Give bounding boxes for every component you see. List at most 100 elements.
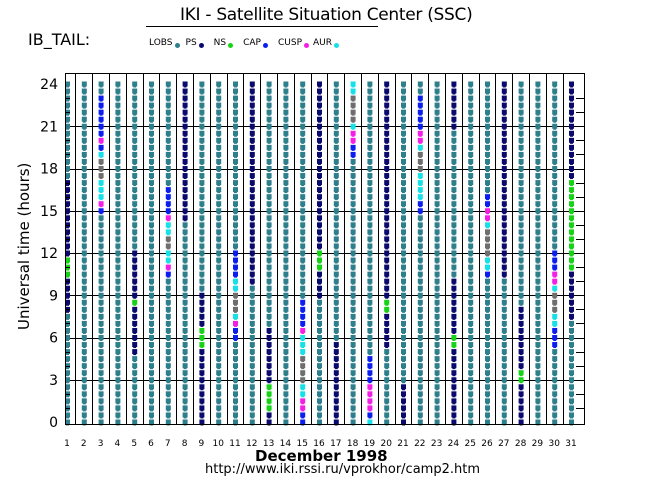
region-mark-lobs — [217, 184, 221, 187]
region-mark-lobs — [81, 229, 87, 235]
region-mark-lobs — [150, 268, 153, 271]
region-mark-lobs — [166, 388, 170, 391]
region-mark-lobs — [81, 130, 87, 136]
region-mark-gray — [418, 162, 422, 165]
region-mark-ps — [451, 363, 457, 369]
region-mark-lobs — [384, 391, 390, 397]
region-mark-lobs — [132, 384, 138, 390]
x-tick-label: 3 — [98, 439, 104, 449]
region-mark-lobs — [81, 123, 87, 129]
region-mark-lobs — [301, 134, 305, 137]
region-mark-lobs — [65, 116, 70, 122]
region-mark-lobs — [535, 257, 541, 263]
region-mark-lobs — [183, 261, 187, 264]
region-mark-lobs — [133, 127, 137, 130]
region-mark-lobs — [283, 320, 289, 326]
region-mark-lobs — [402, 324, 405, 327]
region-mark-lobs — [183, 303, 187, 306]
region-mark-lobs — [301, 120, 305, 123]
region-mark-lobs — [435, 254, 439, 257]
region-mark-ps — [518, 384, 524, 390]
region-mark-lobs — [301, 240, 305, 243]
region-mark-lobs — [368, 261, 372, 264]
region-mark-lobs — [553, 191, 557, 194]
region-mark-ps — [249, 278, 255, 284]
region-mark-cap — [368, 367, 372, 370]
region-mark-lobs — [501, 370, 507, 376]
region-mark-lobs — [165, 144, 171, 150]
region-mark-ps — [317, 173, 322, 179]
region-mark-lobs — [452, 191, 456, 194]
region-mark-lobs — [350, 180, 356, 186]
region-mark-lobs — [485, 144, 490, 150]
region-mark-lobs — [99, 282, 103, 285]
region-mark-ps — [569, 95, 574, 101]
region-mark-lobs — [267, 226, 271, 229]
region-mark-ps — [183, 120, 187, 123]
region-mark-lobs — [367, 166, 373, 171]
region-mark-lobs — [115, 187, 121, 193]
region-mark-lobs — [199, 264, 205, 270]
region-mark-lobs — [149, 327, 154, 333]
region-mark-ps — [182, 116, 188, 122]
region-mark-ps — [451, 313, 457, 319]
region-mark-lobs — [217, 317, 221, 320]
region-mark-gray — [486, 240, 489, 243]
region-mark-lobs — [402, 289, 405, 292]
region-mark-ps — [502, 106, 506, 109]
region-mark-ps — [385, 233, 389, 236]
region-mark-lobs — [182, 384, 188, 390]
region-mark-ps — [384, 166, 390, 171]
region-mark-ns — [570, 268, 573, 271]
region-mark-lobs — [434, 208, 440, 214]
region-mark-ps — [318, 170, 321, 172]
region-mark-lobs — [217, 367, 221, 370]
region-mark-lobs — [217, 360, 221, 363]
region-mark-ns — [518, 370, 524, 376]
region-mark-lobs — [384, 419, 390, 425]
region-mark-lobs — [284, 353, 288, 356]
region-mark-ps — [501, 180, 507, 186]
region-mark-lobs — [434, 236, 440, 242]
region-mark-lobs — [368, 184, 372, 187]
region-mark-lobs — [518, 208, 524, 214]
region-mark-ps — [451, 95, 457, 101]
region-mark-lobs — [266, 243, 272, 249]
region-mark-lobs — [82, 254, 86, 257]
region-mark-lobs — [402, 127, 405, 130]
region-mark-aur — [301, 346, 305, 349]
region-mark-cap — [418, 127, 422, 130]
x-tick-label: 29 — [532, 439, 544, 449]
region-mark-lobs — [66, 381, 69, 384]
region-mark-lobs — [333, 158, 339, 164]
region-mark-lobs — [452, 275, 456, 278]
region-mark-ps — [250, 191, 254, 194]
region-mark-lobs — [150, 296, 153, 299]
region-mark-lobs — [334, 219, 338, 222]
region-mark-aur — [350, 88, 356, 94]
region-mark-lobs — [250, 353, 254, 356]
region-mark-lobs — [417, 398, 423, 404]
region-mark-lobs — [133, 148, 137, 151]
region-mark-lobs — [553, 240, 557, 243]
region-mark-lobs — [469, 177, 473, 180]
region-mark-lobs — [469, 233, 473, 236]
region-mark-lobs — [552, 81, 558, 87]
region-mark-ps — [401, 384, 406, 390]
region-mark-ps — [502, 226, 506, 229]
region-mark-cap — [417, 95, 423, 101]
region-mark-lobs — [469, 141, 473, 144]
region-mark-lobs — [501, 391, 507, 397]
region-mark-lobs — [468, 116, 474, 122]
region-mark-lobs — [502, 303, 506, 306]
region-mark-cusp — [486, 219, 489, 222]
region-mark-ps — [199, 370, 205, 376]
region-mark-lobs — [183, 360, 187, 363]
region-mark-lobs — [166, 395, 170, 398]
region-mark-cap — [368, 416, 372, 419]
region-mark-lobs — [284, 346, 288, 349]
region-mark-lobs — [384, 349, 390, 355]
region-mark-lobs — [284, 310, 288, 313]
region-mark-lobs — [133, 134, 137, 137]
region-mark-lobs — [468, 377, 474, 383]
